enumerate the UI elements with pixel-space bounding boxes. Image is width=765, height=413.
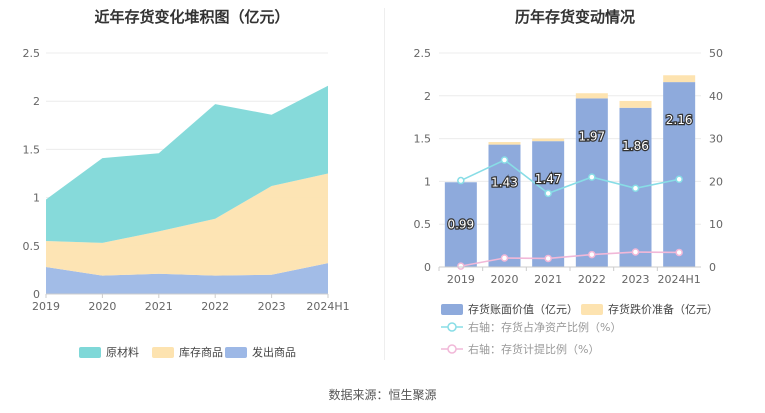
y-left-tick-label: 1.5	[414, 133, 432, 146]
line-point	[544, 254, 552, 263]
area-库存商品	[46, 173, 328, 276]
legend-label: 库存商品	[179, 345, 223, 359]
right-chart-title: 历年存货变动情况	[514, 8, 635, 26]
y-tick-label: 0.5	[23, 240, 41, 253]
legend-swatch	[441, 304, 463, 315]
line-point	[457, 262, 465, 270]
bar-impairment-provision	[663, 75, 696, 83]
y-tick-label: 0	[33, 288, 40, 301]
y-left-tick-label: 2	[424, 90, 431, 103]
legend-label: 原材料	[106, 345, 139, 359]
bar-data-label: 2.16	[666, 113, 693, 127]
x-tick-label: 2019	[447, 273, 475, 286]
x-tick-label: 2024H1	[306, 300, 349, 313]
line-point	[544, 189, 552, 198]
y-right-tick-label: 50	[709, 47, 723, 60]
bar-book-value	[532, 141, 565, 267]
bar-data-label: 1.47	[535, 172, 562, 186]
legend-marker	[447, 344, 457, 354]
panel-divider	[384, 8, 385, 360]
legend-swatch	[152, 347, 174, 358]
line-point	[500, 254, 509, 262]
y-left-tick-label: 2.5	[414, 47, 432, 60]
bar-data-label: 1.97	[578, 129, 605, 143]
x-tick-label: 2024H1	[658, 273, 701, 286]
x-tick-label: 2022	[578, 273, 606, 286]
line-point	[457, 176, 465, 185]
y-right-tick-label: 30	[709, 133, 723, 146]
x-tick-label: 2020	[88, 300, 116, 313]
legend-label: 右轴：存货计提比例（%）	[468, 342, 599, 356]
right-bar-line-chart: 0 0.5 1 1.5 2 2.5 0 10 20 30 40 50 0.99 1.43 1.47 1.97 1…	[414, 47, 724, 356]
legend-swatch	[225, 347, 247, 358]
legend-swatch	[79, 347, 101, 358]
y-tick-label: 2	[33, 95, 40, 108]
area-发出商品	[46, 263, 328, 294]
line-point	[631, 248, 640, 256]
x-tick-label: 2023	[622, 273, 650, 286]
legend-label: 右轴：存货占净资产比例（%）	[468, 320, 621, 334]
legend-label: 存货跌价准备（亿元）	[608, 302, 718, 316]
area-原材料	[46, 85, 328, 243]
bar-impairment-provision	[488, 142, 521, 145]
y-tick-label: 1	[33, 192, 40, 205]
bar-book-value	[575, 98, 608, 267]
line-point	[500, 156, 509, 164]
y-left-tick-label: 0.5	[414, 218, 432, 231]
bar-data-label: 1.43	[491, 176, 518, 190]
bar-data-label: 0.99	[447, 217, 474, 231]
x-tick-label: 2019	[32, 300, 60, 313]
legend-marker	[447, 322, 457, 332]
y-right-tick-label: 20	[709, 175, 723, 188]
x-tick-label: 2023	[258, 300, 286, 313]
left-chart-title: 近年存货变化堆积图（亿元）	[94, 8, 290, 26]
bar-book-value	[663, 82, 696, 267]
bar-impairment-provision	[575, 93, 608, 99]
bar-impairment-provision	[619, 100, 652, 108]
bar-data-label: 1.86	[622, 139, 649, 153]
x-tick-label: 2021	[145, 300, 173, 313]
line-point	[631, 184, 640, 192]
x-tick-label: 2020	[491, 273, 519, 286]
line-point	[588, 250, 596, 259]
y-right-tick-label: 10	[709, 218, 723, 231]
line-inventory-to-net-assets	[460, 159, 680, 195]
bar-impairment-provision	[532, 138, 565, 142]
right-chart-panel: 历年存货变动情况 0 0.5 1 1.5 2 2.5 0 10 20 30 40 50 0.99 1.43…	[385, 0, 765, 370]
x-tick-label: 2021	[534, 273, 562, 286]
y-right-tick-label: 0	[709, 261, 716, 274]
left-area-chart: 0 0.5 1 1.5 2 2.5 2019 2020 2021 2022 2023 2024H1 原材…	[23, 47, 350, 359]
line-point	[588, 173, 596, 181]
x-tick-label: 2022	[201, 300, 229, 313]
line-point	[675, 175, 683, 184]
y-left-tick-label: 1	[424, 175, 431, 188]
line-provision-ratio	[460, 251, 680, 267]
legend-swatch	[581, 304, 603, 315]
legend-label: 发出商品	[252, 345, 296, 359]
bar-book-value	[444, 182, 477, 267]
y-tick-label: 1.5	[23, 143, 41, 156]
y-tick-label: 2.5	[23, 47, 41, 60]
y-left-tick-label: 0	[424, 261, 431, 274]
data-source-label: 数据来源：恒生聚源	[328, 388, 437, 402]
y-right-tick-label: 40	[709, 90, 723, 103]
left-chart-panel: 近年存货变化堆积图（亿元） 0 0.5 1 1.5 2 2.5 2019 2020 2021 20…	[0, 0, 384, 370]
line-point	[675, 248, 683, 257]
legend-label: 存货账面价值（亿元）	[468, 302, 578, 316]
